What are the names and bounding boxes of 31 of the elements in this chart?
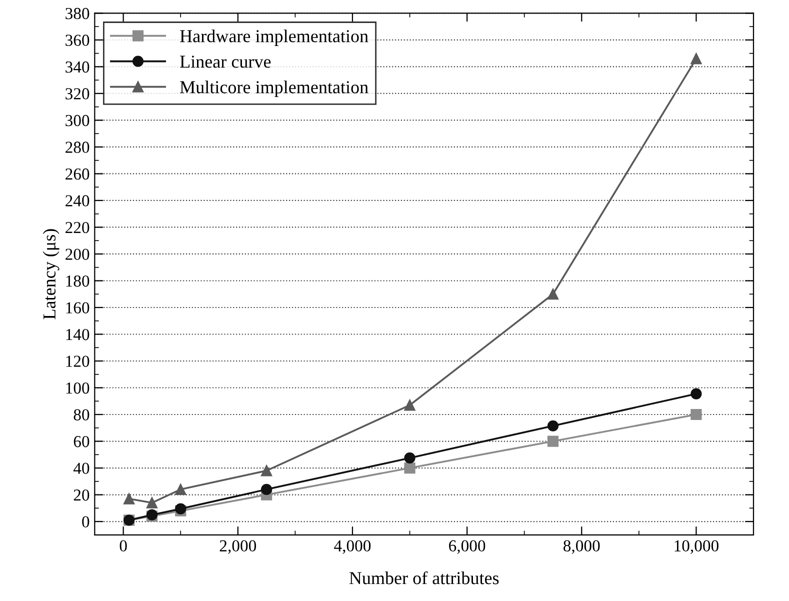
x-tick-label: 0 (120, 540, 127, 552)
y-tick-label: 20 (74, 489, 90, 501)
x-tick-label: 2,000 (220, 540, 256, 554)
x-tick-label: 8,000 (564, 540, 600, 554)
x-tick-label: 4,000 (334, 540, 371, 554)
y-tick-label: 260 (66, 168, 90, 180)
y-tick-label: 40 (73, 462, 90, 474)
y-tick-label: 380 (66, 8, 90, 20)
y-tick-label: 120 (66, 356, 90, 367)
y-tick-label: 240 (66, 195, 90, 206)
x-tick-label: 6,000 (449, 540, 486, 554)
y-tick-label: 0 (82, 516, 90, 528)
y-axis-title: Latency (μs) (42, 229, 60, 320)
y-tick-label: 200 (66, 248, 90, 260)
x-axis-title: Number of attributes (349, 571, 499, 584)
y-tick-label: 220 (66, 222, 90, 234)
y-tick-label: 60 (74, 436, 90, 448)
y-tick-label: 160 (66, 302, 90, 314)
y-tick-label: 360 (66, 34, 90, 46)
y-tick-label: 140 (66, 328, 90, 340)
y-tick-label: 300 (66, 114, 90, 126)
y-tick-label: 340 (66, 61, 90, 73)
legend-label: Hardware implementation (180, 30, 368, 46)
legend-label: Multicore implementation (180, 80, 368, 97)
x-tick-label: 10,000 (674, 540, 718, 554)
y-tick-label: 320 (66, 88, 90, 100)
y-tick-label: 100 (66, 382, 90, 394)
y-tick-label: 80 (74, 409, 90, 420)
legend-label: Linear curve (180, 56, 271, 68)
y-tick-label: 180 (66, 275, 90, 287)
y-tick-label: 280 (66, 142, 90, 153)
